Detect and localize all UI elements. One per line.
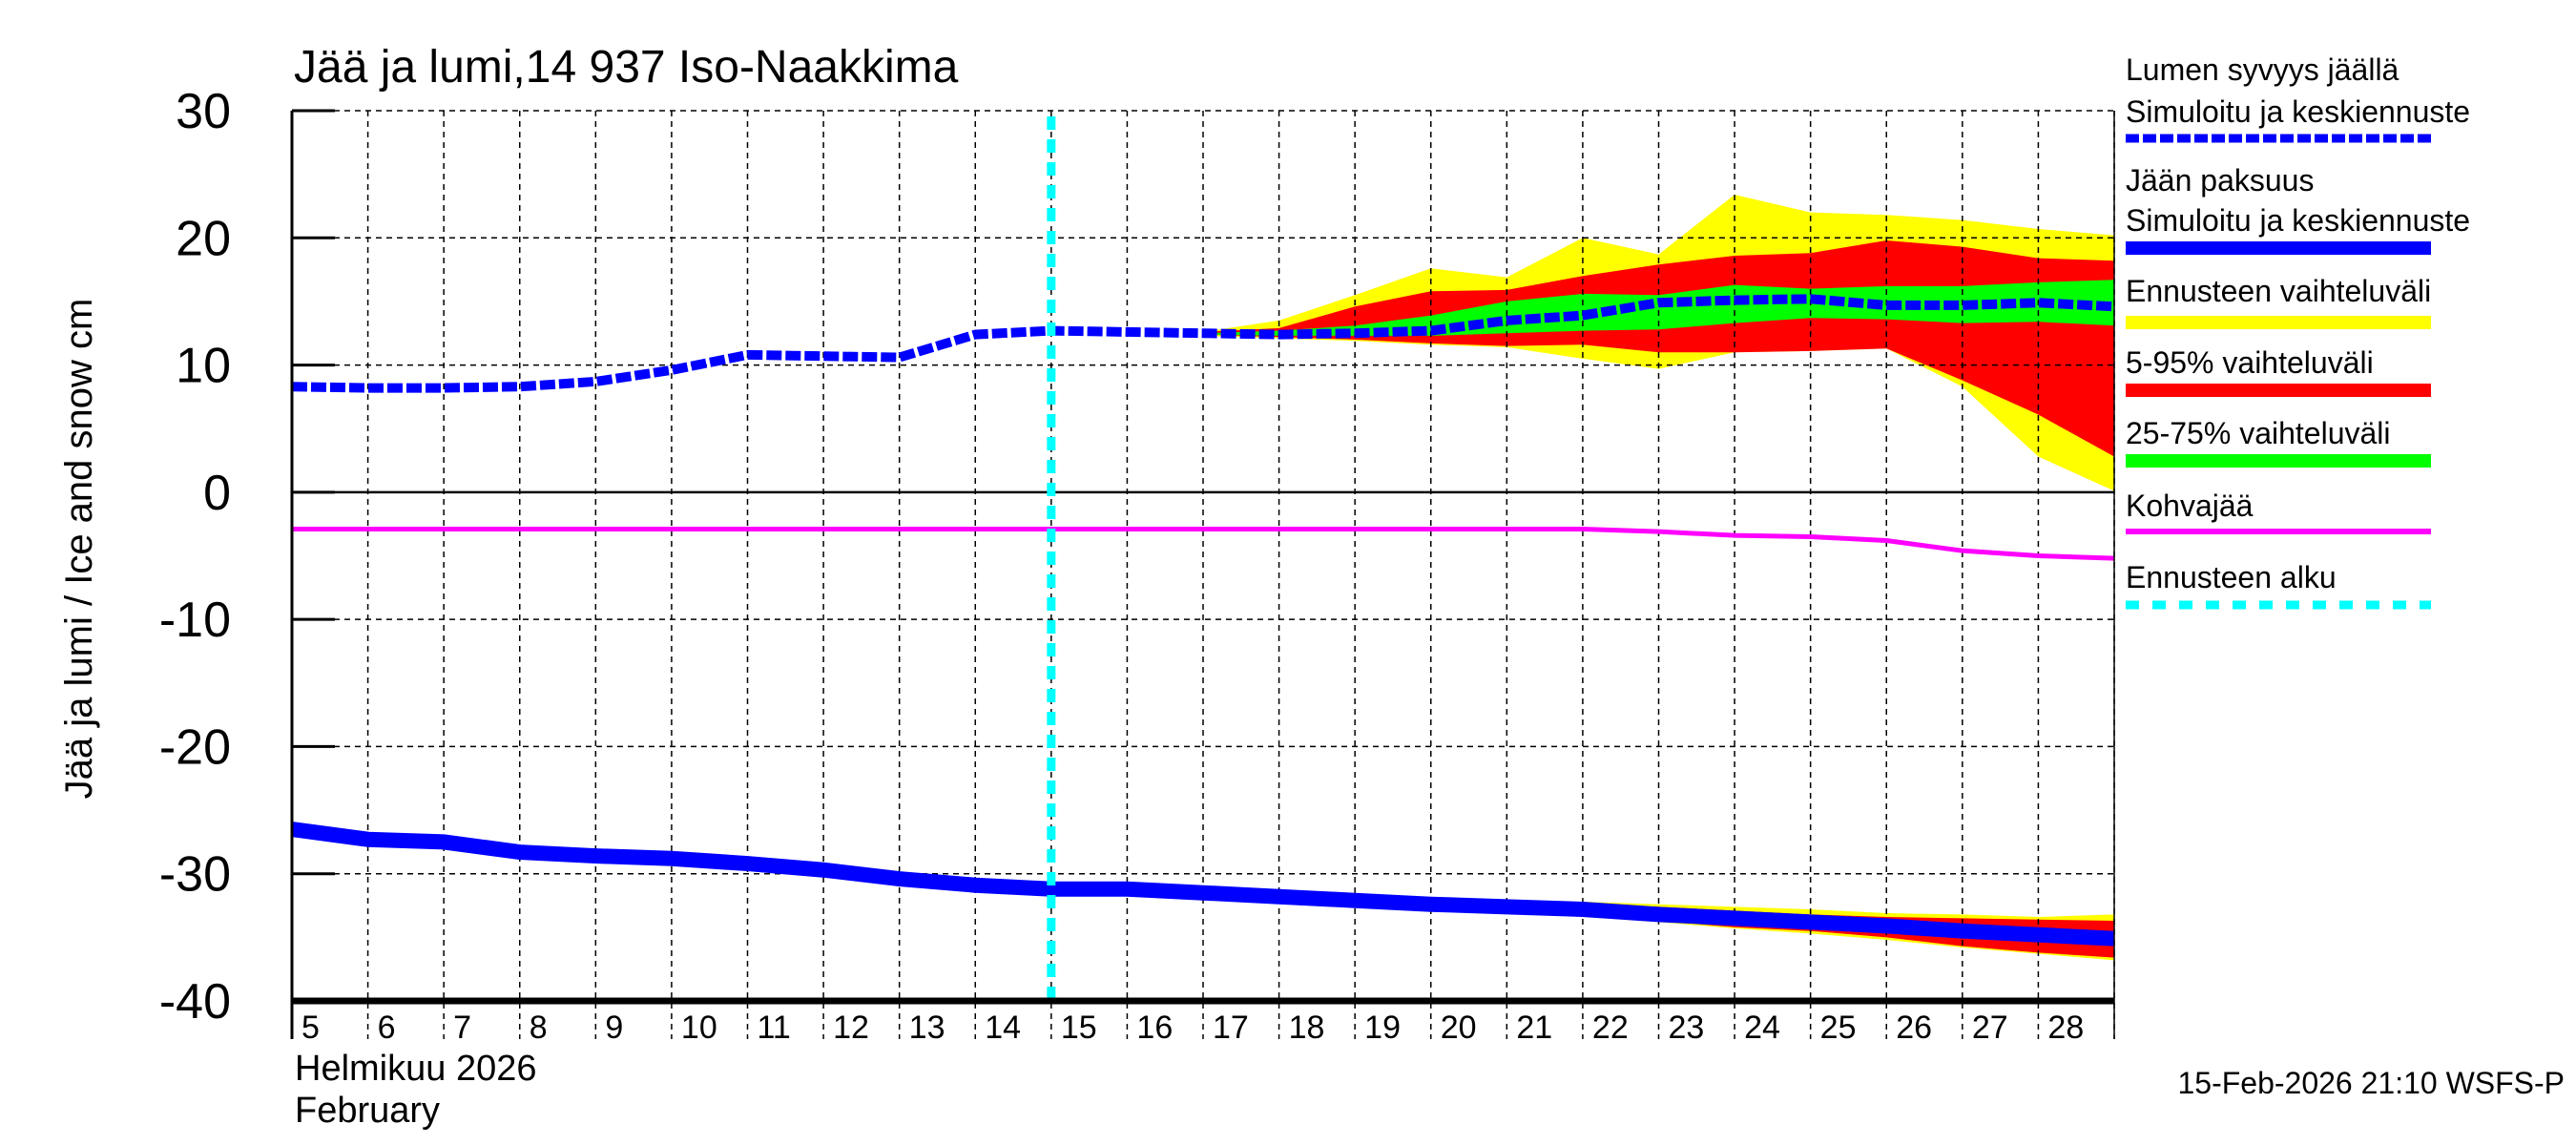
axes: 30 20 10 0 -10 -20 -30 -40 5 6 7 8 9 10 11 12 13 14 15 16 17… — [159, 84, 2115, 1046]
x-axis-month-label: Helmikuu 2026 — [295, 1049, 536, 1089]
x-tick-label: 8 — [530, 1010, 548, 1046]
series — [290, 116, 2115, 1001]
x-tick-label: 20 — [1441, 1010, 1477, 1046]
x-tick-label: 24 — [1744, 1010, 1780, 1046]
legend-label: Kohvajää — [2126, 489, 2254, 523]
x-tick-label: 5 — [301, 1010, 320, 1046]
x-tick-label: 7 — [453, 1010, 471, 1046]
y-tick-label: 20 — [176, 211, 231, 266]
slush-ice-line — [292, 527, 2115, 561]
x-tick-label: 19 — [1364, 1010, 1401, 1046]
x-tick-label: 10 — [681, 1010, 717, 1046]
legend: Lumen syvyys jäällä Simuloitu ja keskienn… — [2126, 52, 2470, 610]
x-tick-label: 18 — [1289, 1010, 1325, 1046]
x-tick-label: 9 — [605, 1010, 623, 1046]
legend-sublabel: Simuloitu ja keskiennuste — [2126, 94, 2470, 129]
x-tick-label: 23 — [1669, 1010, 1705, 1046]
ice-thickness-line — [290, 822, 2115, 947]
y-tick-label: 30 — [176, 84, 231, 139]
legend-label: Lumen syvyys jäällä — [2126, 52, 2399, 87]
legend-label: 25-75% vaihteluväli — [2126, 416, 2391, 450]
snow-depth-line — [291, 294, 2115, 393]
x-tick-label: 13 — [909, 1010, 945, 1046]
x-tick-label: 15 — [1061, 1010, 1097, 1046]
legend-label: Jään paksuus — [2126, 163, 2314, 198]
x-tick-label: 21 — [1516, 1010, 1552, 1046]
y-tick-label: 0 — [203, 466, 231, 521]
chart-title: Jää ja lumi,14 937 Iso-Naakkima — [294, 42, 959, 93]
x-tick-label: 16 — [1136, 1010, 1173, 1046]
x-tick-label: 27 — [1972, 1010, 2008, 1046]
y-tick-label: -20 — [159, 719, 231, 775]
x-tick-label: 14 — [985, 1010, 1021, 1046]
x-tick-label: 12 — [833, 1010, 869, 1046]
x-tick-label: 25 — [1820, 1010, 1857, 1046]
x-tick-label: 28 — [2047, 1010, 2084, 1046]
y-tick-label: -30 — [159, 847, 231, 903]
x-tick-label: 17 — [1213, 1010, 1249, 1046]
y-tick-label: -40 — [159, 974, 231, 1030]
y-tick-label: -10 — [159, 593, 231, 648]
y-axis-label: Jää ja lumi / Ice and snow cm — [58, 299, 100, 800]
legend-label: Ennusteen alku — [2126, 560, 2337, 594]
legend-sublabel: Simuloitu ja keskiennuste — [2126, 203, 2470, 238]
x-tick-label: 22 — [1592, 1010, 1629, 1046]
legend-label: Ennusteen vaihteluväli — [2126, 274, 2431, 308]
x-axis-month-label-en: February — [295, 1091, 440, 1131]
y-tick-label: 10 — [176, 339, 231, 394]
x-tick-label: 26 — [1896, 1010, 1932, 1046]
footer-timestamp: 15-Feb-2026 21:10 WSFS-P — [2177, 1066, 2565, 1100]
x-tick-label: 6 — [378, 1010, 396, 1046]
x-tick-label: 11 — [758, 1010, 791, 1046]
legend-label: 5-95% vaihteluväli — [2126, 345, 2374, 380]
